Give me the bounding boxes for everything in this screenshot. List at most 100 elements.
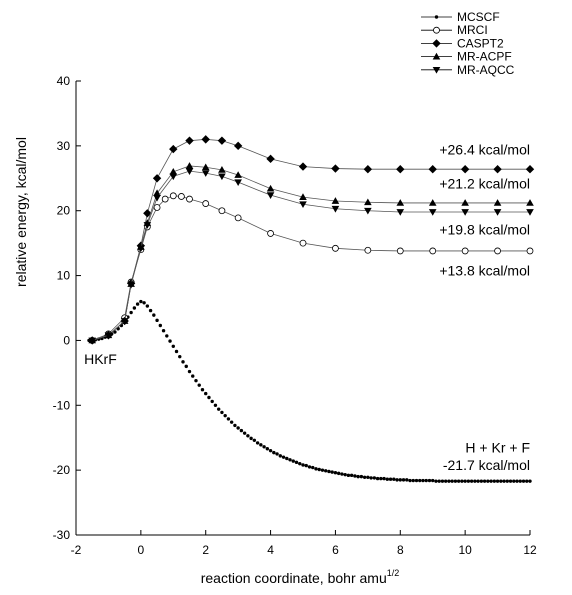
data-point-mcscf [437, 479, 441, 483]
data-point-mcscf [200, 388, 205, 392]
data-point-mcscf [139, 299, 143, 304]
data-point-mcscf [395, 478, 399, 482]
y-tick-label: 10 [57, 269, 71, 283]
legend-label-mr-acpf: MR-ACPF [457, 50, 512, 64]
y-tick-label: -30 [53, 528, 71, 542]
data-point-mcscf [213, 403, 218, 407]
data-point-mcscf [187, 369, 192, 374]
data-point-mcscf [333, 471, 338, 475]
data-point-mcscf [453, 479, 458, 483]
data-point-mr-aqcc [428, 209, 437, 216]
data-point-mcscf [268, 448, 273, 453]
data-point-caspt2 [217, 136, 227, 145]
data-point-mr-acpf [331, 197, 340, 204]
legend-marker-mr-aqcc [432, 66, 441, 74]
data-point-mcscf [447, 479, 451, 483]
data-point-mcscf [298, 461, 302, 466]
x-tick-label: 8 [397, 543, 404, 557]
data-point-mcscf [421, 478, 425, 483]
data-point-mcscf [482, 479, 487, 483]
legend-label-mcscf: MCSCF [457, 10, 500, 24]
data-point-mcscf [356, 474, 360, 479]
data-point-mr-aqcc [266, 192, 275, 199]
data-point-mcscf [353, 474, 357, 478]
data-point-mcscf [291, 459, 295, 463]
data-point-mr-acpf [185, 162, 194, 169]
data-point-mr-aqcc [396, 209, 405, 216]
data-point-mcscf [473, 479, 477, 483]
y-tick-label: -20 [53, 463, 71, 477]
legend-label-mrci: MRCI [457, 23, 488, 37]
data-point-mcscf [174, 349, 179, 354]
data-point-caspt2 [396, 165, 405, 174]
data-point-mcscf [508, 479, 513, 483]
data-point-mcscf [372, 476, 377, 480]
x-tick-label: -2 [71, 543, 82, 557]
data-point-mcscf [463, 479, 467, 483]
data-point-mcscf [226, 417, 231, 421]
data-point-mcscf [405, 478, 409, 482]
data-point-mcscf [408, 478, 412, 483]
data-point-mr-aqcc [201, 170, 210, 177]
data-point-mcscf [327, 469, 331, 474]
data-point-mcscf [278, 454, 282, 458]
data-point-mcscf [223, 413, 227, 418]
data-point-mcscf [113, 330, 117, 334]
data-point-mcscf [229, 420, 234, 424]
data-point-mcscf [469, 479, 474, 483]
data-point-mcscf [145, 304, 150, 308]
data-point-mrci [429, 247, 437, 255]
data-point-mrci [153, 204, 161, 211]
data-point-mcscf [476, 479, 480, 483]
data-point-mcscf [207, 395, 211, 400]
legend-label-mr-aqcc: MR-AQCC [457, 63, 515, 77]
data-point-mcscf [249, 436, 253, 441]
data-point-mcscf [401, 478, 406, 482]
data-point-mcscf [456, 479, 461, 483]
data-point-mcscf [233, 423, 237, 428]
data-point-mr-aqcc [88, 337, 97, 345]
data-point-mcscf [525, 479, 529, 483]
series-layer [87, 135, 535, 483]
data-point-mr-aqcc [218, 173, 226, 181]
data-point-mcscf [307, 465, 312, 469]
data-point-mrci [364, 246, 372, 254]
data-point-caspt2 [185, 136, 194, 145]
data-point-caspt2 [525, 165, 535, 174]
data-point-mrci [161, 195, 169, 203]
data-point-mcscf [343, 472, 347, 477]
data-point-mcscf [152, 313, 156, 317]
x-tick-label: 0 [138, 543, 145, 557]
data-point-mcscf [178, 354, 182, 359]
data-point-mr-acpf [364, 198, 372, 206]
annotations: +26.4 kcal/mol +21.2 kcal/mol +19.8 kcal/m… [84, 141, 530, 473]
data-point-caspt2 [460, 165, 470, 174]
data-point-mcscf [311, 465, 315, 470]
data-point-mcscf [392, 477, 396, 481]
data-point-mrci [461, 247, 469, 255]
data-point-mcscf [515, 479, 519, 483]
data-point-mcscf [450, 479, 454, 483]
data-point-mcscf [414, 478, 419, 483]
data-point-mrci [526, 247, 534, 255]
data-point-mcscf [304, 463, 308, 468]
data-point-mr-aqcc [493, 209, 502, 216]
data-point-mcscf [246, 434, 250, 438]
data-point-mcscf [324, 469, 328, 473]
data-point-mcscf [158, 323, 163, 328]
data-point-mcscf [242, 431, 247, 435]
data-point-mcscf [486, 479, 490, 483]
data-point-caspt2 [152, 174, 162, 183]
data-point-mcscf [528, 479, 532, 483]
data-point-mrci [177, 193, 185, 200]
data-point-mcscf [161, 329, 166, 333]
data-point-mcscf [132, 306, 137, 310]
series-mcscf [87, 299, 532, 483]
data-point-mr-aqcc [185, 168, 194, 175]
data-point-mcscf [512, 479, 516, 483]
y-axis-label: relative energy, kcal/mol [13, 137, 29, 287]
data-point-mrci [202, 200, 210, 207]
x-axis-label-sup: 1/2 [387, 568, 400, 578]
data-point-caspt2 [298, 162, 308, 171]
data-point-mr-aqcc [461, 209, 469, 216]
